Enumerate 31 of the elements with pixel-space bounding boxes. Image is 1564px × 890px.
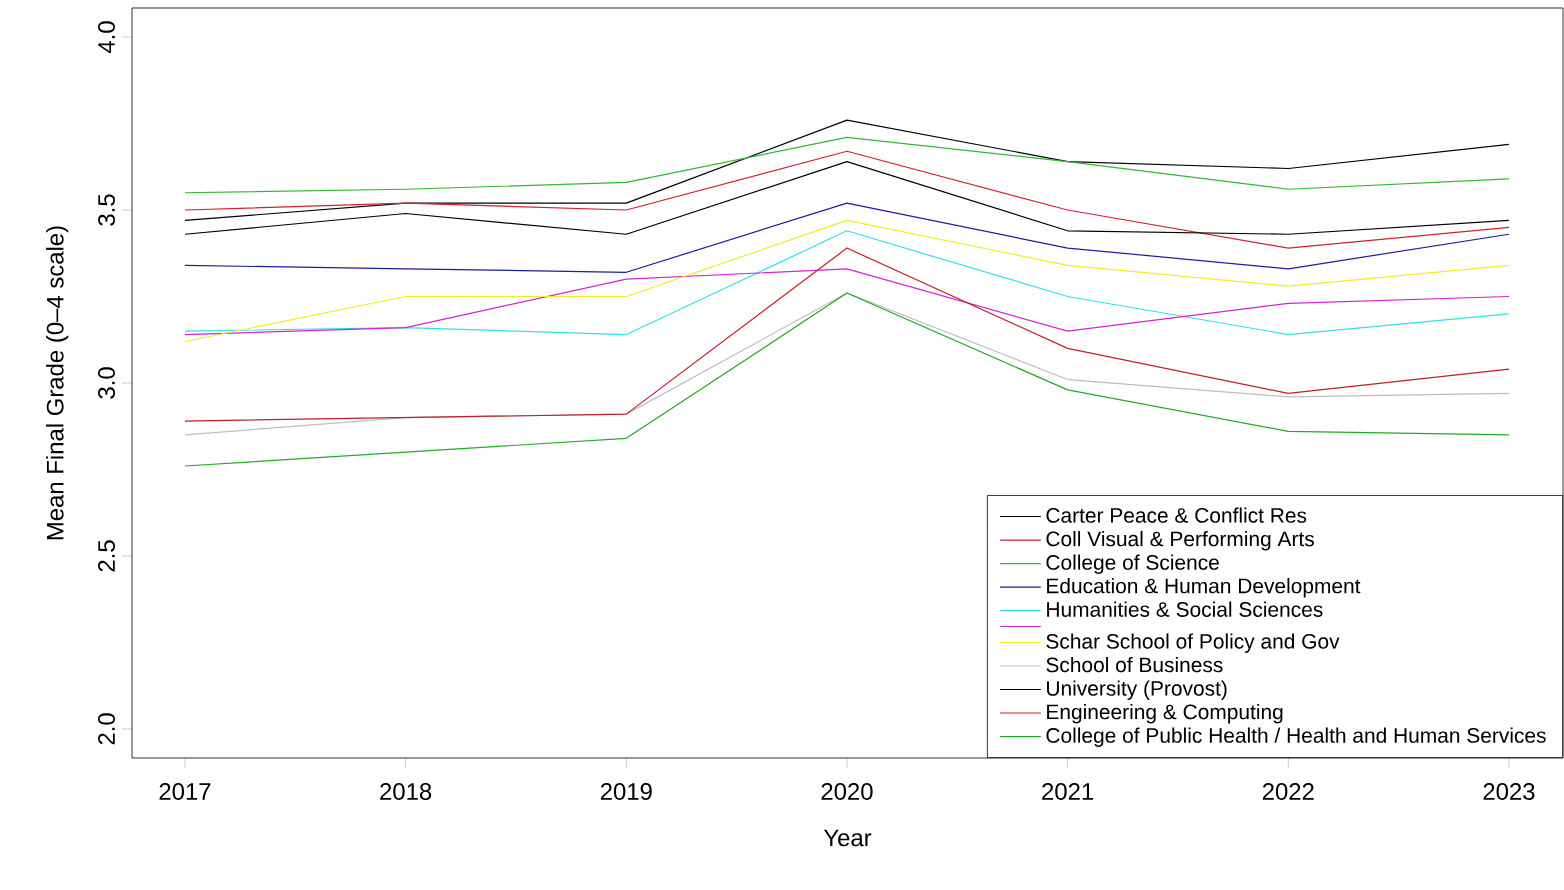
- y-tick-label: 2.0: [98, 713, 115, 745]
- legend-label: Engineering & Computing: [1047, 703, 1283, 724]
- x-tick-label: 2018: [380, 783, 432, 800]
- legend-label: College of Science: [1046, 554, 1219, 574]
- legend-label: Humanities & Social Sciences: [1047, 601, 1323, 617]
- x-tick-label: 2017: [159, 783, 211, 800]
- line-series: [184, 119, 1510, 221]
- x-axis-title: Year: [823, 829, 872, 847]
- y-tick-label: 3.5: [98, 194, 115, 226]
- line-series: [184, 160, 1510, 235]
- x-tick-label: 2022: [1262, 783, 1314, 800]
- legend-label: Schar School of Policy and Gov: [1046, 633, 1340, 653]
- line-series: [184, 202, 1510, 273]
- y-tick-label: 2.5: [98, 540, 115, 572]
- y-axis-title: Mean Final Grade (0–4 scale): [46, 226, 69, 540]
- line-series: [184, 136, 1510, 194]
- y-tick-label: 4.0: [98, 21, 115, 54]
- legend-label: Carter Peace & Conflict Res: [1046, 507, 1307, 523]
- legend-label: Coll Visual & Performing Arts: [1046, 530, 1314, 551]
- legend-label: University (Provost): [1047, 680, 1227, 700]
- x-tick-label: 2019: [600, 783, 652, 800]
- line-series: [184, 292, 1510, 467]
- legend-label: College of Public Health / Health and Human Services: [1046, 727, 1546, 747]
- y-tick-label: 3.0: [98, 367, 115, 399]
- line-series: [184, 268, 1510, 336]
- legend-label: Education & Human Development: [1047, 578, 1361, 598]
- x-tick-label: 2021: [1042, 783, 1094, 800]
- x-tick-label: 2020: [821, 783, 873, 800]
- legend-label: School of Business: [1046, 656, 1223, 673]
- x-tick-label: 2023: [1483, 783, 1535, 800]
- line-series: [184, 150, 1510, 249]
